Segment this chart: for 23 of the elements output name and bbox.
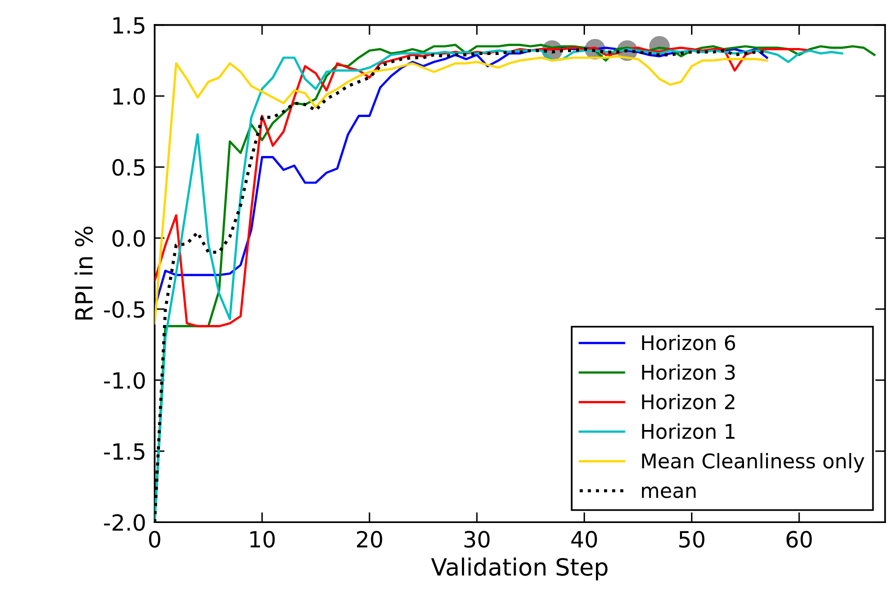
legend-label: Horizon 1	[642, 423, 735, 439]
legend-label: Mean Cleanliness only	[642, 452, 864, 472]
x-tick-label: 10	[250, 530, 275, 548]
y-tick-label: 0.5	[112, 159, 144, 176]
legend-label: Horizon 2	[642, 394, 734, 410]
x-tick-label: 30	[464, 530, 490, 548]
y-tick-label: 0.0	[112, 230, 145, 247]
legend-label: Horizon 3	[642, 364, 735, 380]
y-tick-label: -1.5	[104, 443, 144, 460]
y-tick-label: 1.0	[113, 88, 145, 105]
y-tick-label: -0.5	[104, 301, 144, 318]
x-tick-label: 0	[149, 530, 160, 548]
x-tick-label: 60	[786, 530, 812, 548]
legend-label: mean	[642, 486, 696, 498]
x-tick-label: 40	[571, 530, 597, 548]
y-tick-label: -2.0	[104, 514, 145, 531]
x-axis-title: Validation Step	[431, 558, 608, 580]
y-axis-title: RPI in %	[74, 226, 93, 320]
legend-label: Horizon 6	[642, 334, 736, 350]
y-tick-label: 1.5	[113, 17, 144, 34]
x-tick-label: 50	[679, 530, 704, 548]
y-tick-label: -1.0	[104, 372, 145, 389]
x-tick-label: 20	[356, 530, 382, 548]
